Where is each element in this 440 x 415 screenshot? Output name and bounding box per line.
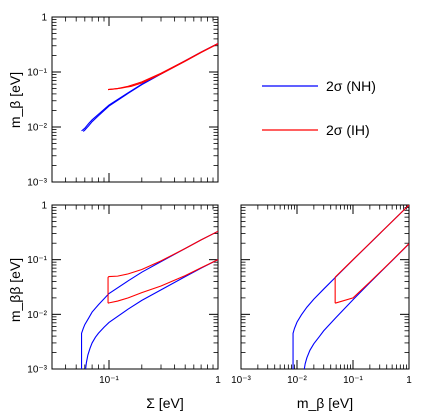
x-tick-label: 1 — [215, 375, 221, 386]
series-line — [82, 43, 218, 132]
series-line — [303, 243, 409, 369]
series-line — [85, 259, 218, 369]
plot-frame — [51, 16, 219, 183]
x-tick-label: 10⁻² — [287, 375, 307, 386]
legend-label-nh: 2σ (NH) — [326, 78, 376, 94]
y-tick-label: 10⁻³ — [27, 365, 47, 376]
legend: 2σ (NH) 2σ (IH) — [262, 78, 376, 138]
series-line — [81, 230, 218, 369]
series-line — [81, 42, 218, 132]
y-tick-label: 10⁻¹ — [27, 255, 47, 266]
legend-label-ih: 2σ (IH) — [326, 122, 370, 138]
x-tick-label: 10⁻³ — [231, 375, 251, 386]
ylabel-top-left: m_β [eV] — [7, 72, 23, 128]
x-tick-label: 1 — [406, 375, 412, 386]
panel-bottom-right: 10⁻³ 10⁻² 10⁻¹ 1 — [231, 204, 412, 386]
panel-bottom-left: 10⁻³ 10⁻² 10⁻¹ 1 10⁻¹ 1 — [27, 201, 221, 387]
y-tick-label: 1 — [41, 13, 47, 24]
y-tick-label: 10⁻¹ — [27, 68, 47, 79]
x-tick-label: 10⁻¹ — [99, 375, 119, 386]
series-line — [107, 259, 218, 304]
series-line — [334, 243, 409, 304]
panel-top-left: 10⁻³ 10⁻² 10⁻¹ 1 — [27, 13, 219, 189]
series-line — [107, 42, 218, 91]
series-line — [292, 205, 409, 369]
ylabel-bottom-left: m_ββ [eV] — [7, 258, 23, 322]
x-tick-label: 10⁻¹ — [343, 375, 363, 386]
y-tick-label: 10⁻² — [27, 123, 47, 134]
y-tick-label: 10⁻² — [27, 310, 47, 321]
xlabel-bottom-left: Σ [eV] — [146, 395, 183, 411]
series-line — [334, 205, 409, 278]
y-tick-label: 1 — [41, 201, 47, 212]
plot-frame — [240, 204, 410, 370]
series-line — [107, 230, 218, 278]
xlabel-bottom-right: m_β [eV] — [297, 395, 353, 411]
series-line — [107, 43, 218, 91]
y-tick-label: 10⁻³ — [27, 178, 47, 189]
plot-frame — [51, 204, 219, 370]
